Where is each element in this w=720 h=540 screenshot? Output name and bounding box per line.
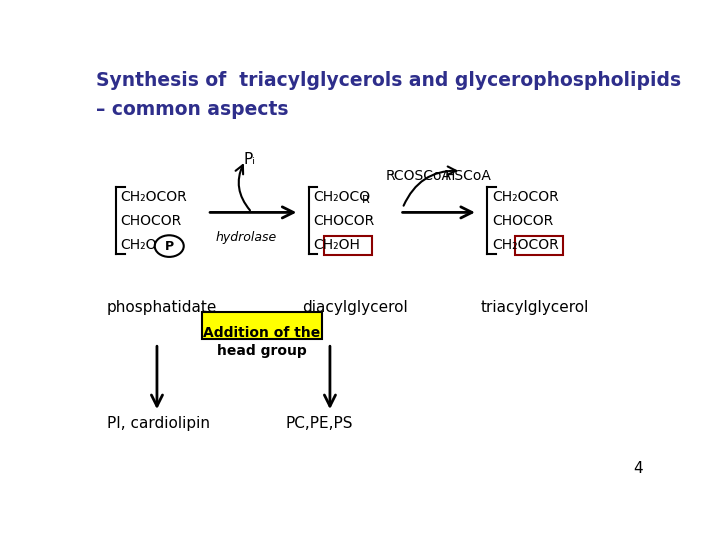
Text: hydrolase: hydrolase bbox=[215, 231, 277, 244]
Text: 4: 4 bbox=[633, 462, 642, 476]
Text: Addition of the
head group: Addition of the head group bbox=[203, 326, 320, 358]
Text: – common aspects: – common aspects bbox=[96, 100, 288, 119]
Bar bbox=[516, 236, 562, 255]
Text: Synthesis of  triacylglycerols and glycerophospholipids: Synthesis of triacylglycerols and glycer… bbox=[96, 71, 680, 90]
Bar bbox=[202, 312, 322, 339]
Text: RCOSCoA: RCOSCoA bbox=[386, 168, 451, 183]
Text: CH₂OCOR: CH₂OCOR bbox=[492, 190, 559, 204]
Text: diacylglycerol: diacylglycerol bbox=[302, 300, 408, 315]
Text: CHOCOR: CHOCOR bbox=[313, 214, 374, 228]
Text: PI, cardiolipin: PI, cardiolipin bbox=[107, 416, 210, 431]
Text: PC,PE,PS: PC,PE,PS bbox=[285, 416, 353, 431]
Bar bbox=[324, 236, 372, 255]
Text: CH₂OCOR: CH₂OCOR bbox=[492, 238, 559, 252]
Text: CH₂O: CH₂O bbox=[121, 238, 157, 252]
Text: R: R bbox=[362, 194, 370, 205]
Text: CH₂OCO: CH₂OCO bbox=[313, 190, 370, 204]
Text: Pᵢ: Pᵢ bbox=[243, 152, 255, 167]
Text: HSCoA: HSCoA bbox=[444, 168, 491, 183]
Text: CHOCOR: CHOCOR bbox=[492, 214, 553, 228]
Text: phosphatidate: phosphatidate bbox=[107, 300, 217, 315]
FancyArrowPatch shape bbox=[235, 165, 250, 210]
Text: triacylglycerol: triacylglycerol bbox=[481, 300, 589, 315]
Text: CH₂OH: CH₂OH bbox=[313, 238, 360, 252]
FancyArrowPatch shape bbox=[404, 166, 456, 206]
Text: CH₂OCOR: CH₂OCOR bbox=[121, 190, 187, 204]
Text: CHOCOR: CHOCOR bbox=[121, 214, 182, 228]
Text: P: P bbox=[165, 240, 174, 253]
